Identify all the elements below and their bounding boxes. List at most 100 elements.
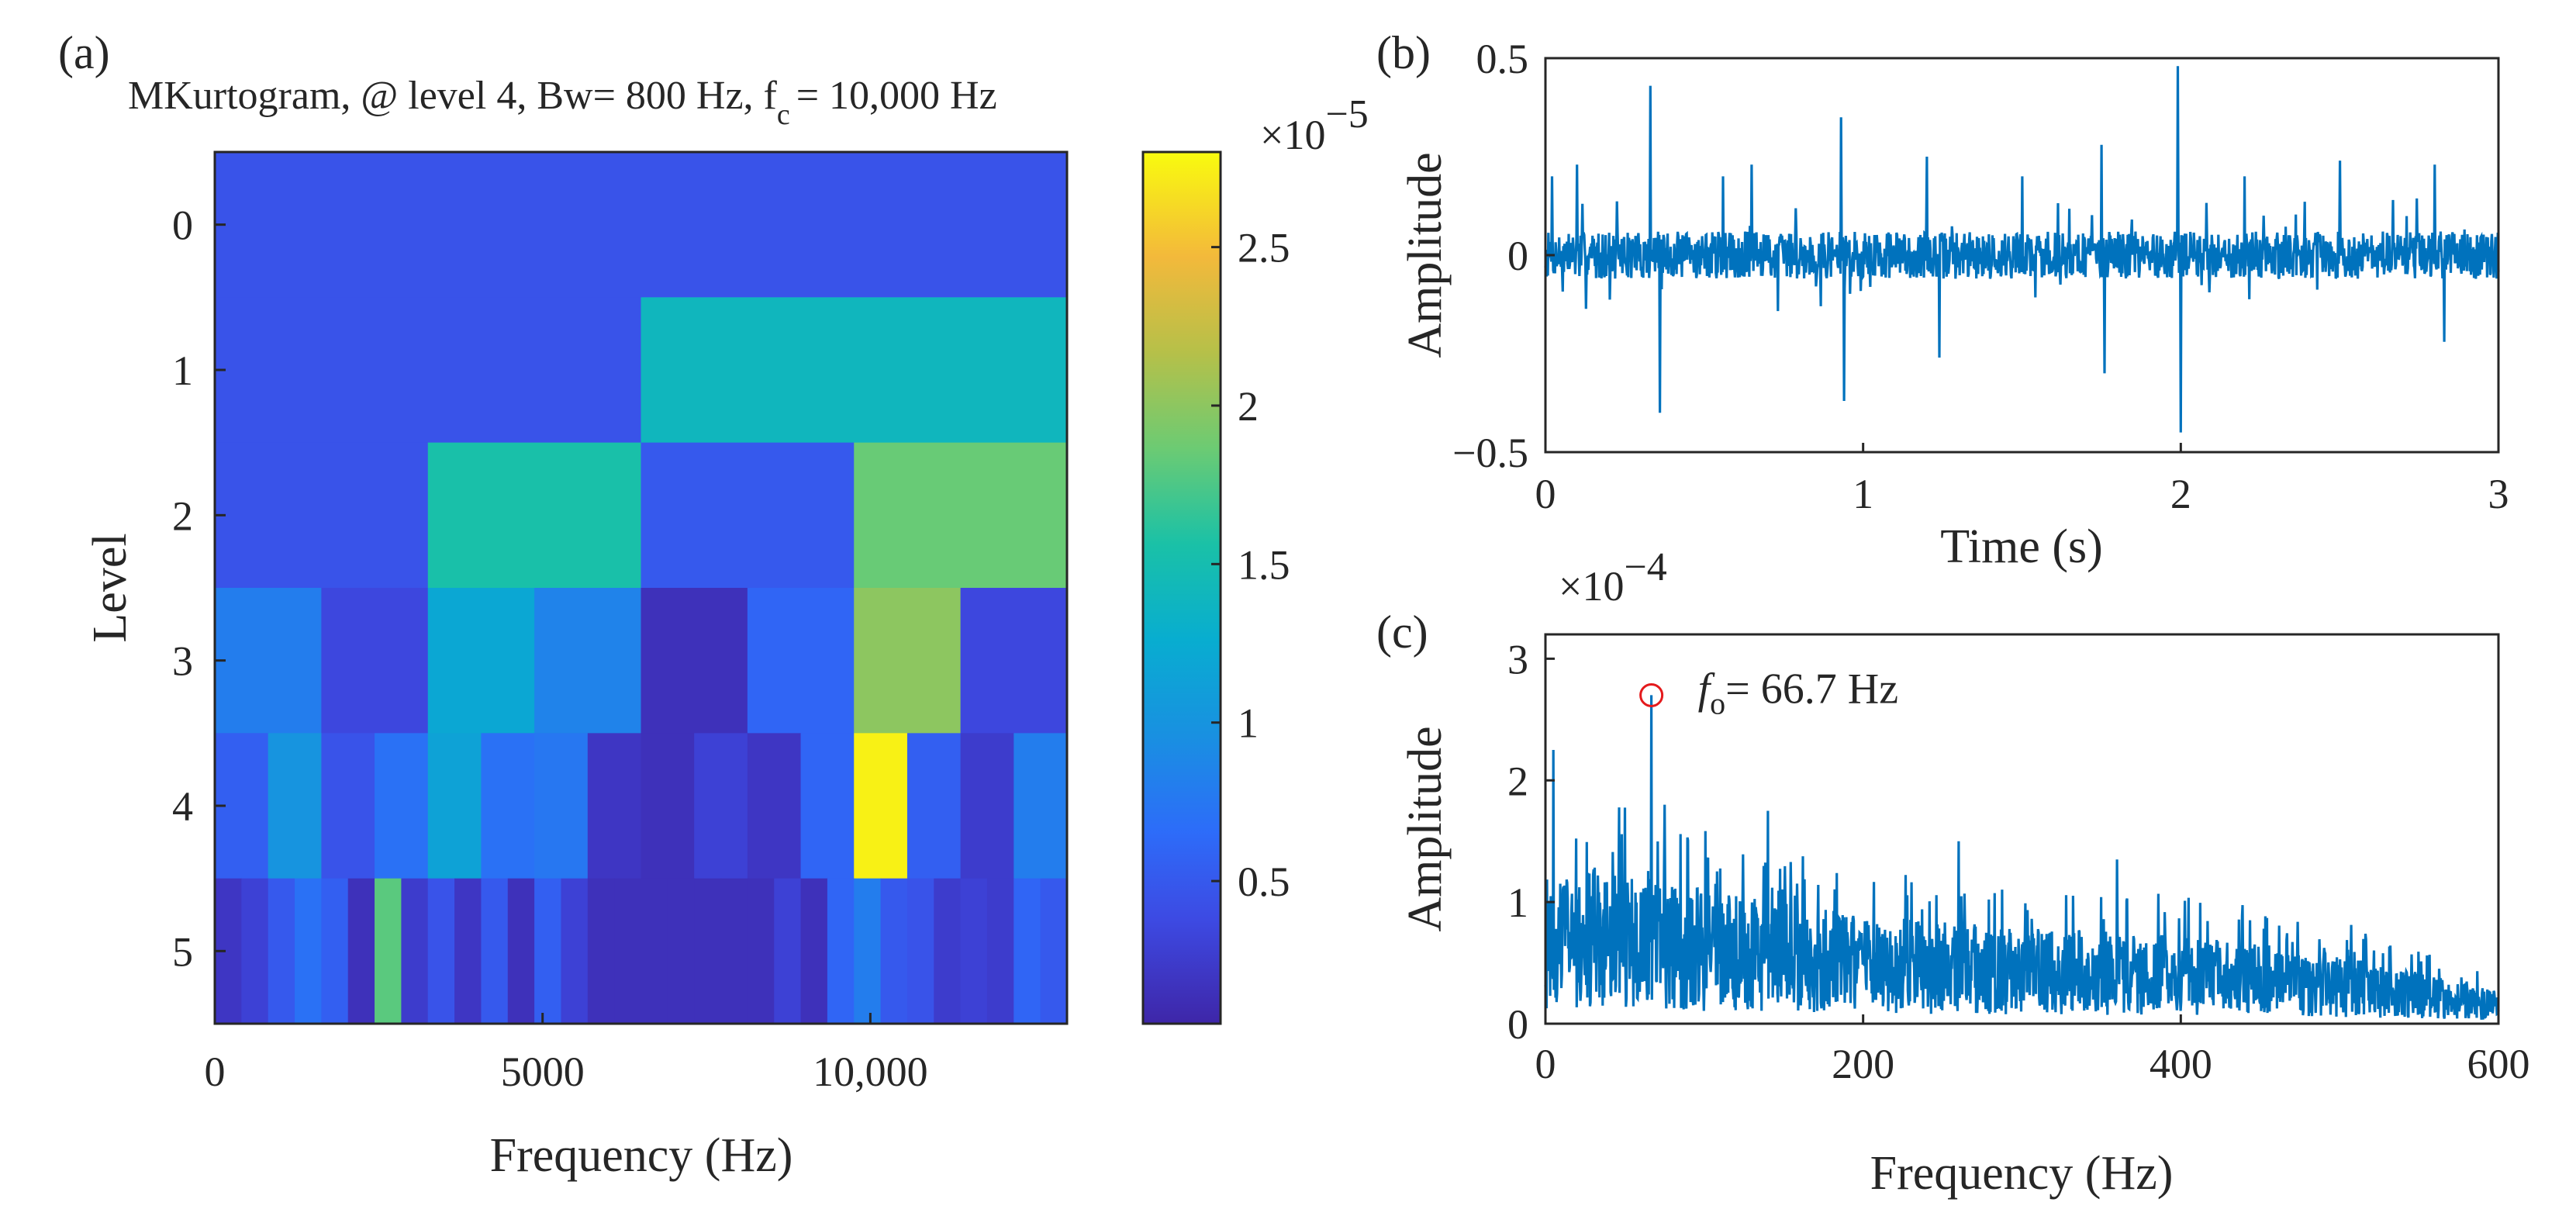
heatmap-cell: [641, 588, 748, 734]
heatmap-cell: [215, 442, 429, 589]
panel-a-title-main: MKurtogram, @ level 4, Bw= 800 Hz, f: [128, 74, 778, 118]
heatmap-cell: [827, 878, 855, 1024]
heatmap-cell: [747, 588, 855, 734]
heatmap-x-label: Frequency (Hz): [490, 1129, 793, 1182]
heatmap-cell: [1040, 878, 1068, 1024]
heatmap-cell: [854, 878, 882, 1024]
heatmap-cell: [401, 878, 429, 1024]
time-signal-y-label: Amplitude: [1399, 152, 1452, 358]
time-signal-x-label: Time (s): [1940, 520, 2103, 573]
heatmap-cell: [321, 878, 349, 1024]
colorbar-ticks: 0.5 1 1.5 2 2.5: [1211, 225, 1290, 905]
heatmap-cell: [507, 878, 535, 1024]
heatmap-cell: [641, 878, 668, 1024]
colorbar: [1141, 150, 1222, 1025]
heatmap-cell: [641, 733, 695, 879]
heatmap-cell: [747, 878, 775, 1024]
heatmap-cell: [534, 588, 642, 734]
panel-a-label: (a): [58, 27, 110, 78]
heatmap-cell: [854, 733, 908, 879]
panel-c-label: (c): [1376, 606, 1428, 658]
heatmap-cell: [454, 878, 482, 1024]
heatmap-cell: [268, 733, 323, 879]
heatmap-cell: [295, 878, 323, 1024]
panel-a: (a) MKurtogram, @ level 4, Bw= 800 Hz, f…: [58, 27, 1369, 1182]
heatmap-cell: [561, 878, 589, 1024]
heatmap-cell: [427, 588, 535, 734]
envelope-spectrum-y-label: Amplitude: [1399, 726, 1452, 931]
heatmap-cell: [427, 442, 642, 589]
heatmap-cell: [1013, 733, 1068, 879]
time-signal-ticks: 0 1 2 3−0.500.5: [1452, 36, 2509, 517]
heatmap-cell: [854, 588, 962, 734]
heatmap-cell: [667, 878, 695, 1024]
panel-a-title: MKurtogram, @ level 4, Bw= 800 Hz, fc = 1…: [128, 74, 997, 131]
heatmap-y-label: Level: [84, 533, 136, 642]
heatmap-cell: [960, 878, 988, 1024]
heatmap-cell: [774, 878, 802, 1024]
heatmap-cell: [215, 152, 1068, 299]
fault-frequency-annotation: fo= 66.7 Hz: [1698, 665, 1898, 720]
envelope-spectrum-y-tick-label: 0: [1507, 1001, 1528, 1048]
spectrum-exponent-power: −4: [1624, 545, 1666, 589]
envelope-spectrum-x-tick-label: 0: [1535, 1041, 1556, 1087]
time-signal-x-tick-label: 0: [1535, 471, 1556, 517]
time-signal-x-tick-label: 3: [2488, 471, 2509, 517]
envelope-spectrum-y-tick-label: 1: [1507, 879, 1528, 926]
heatmap-cell: [880, 878, 908, 1024]
colorbar-tick-label: 1.5: [1238, 541, 1290, 588]
colorbar-exponent-base: ×10: [1260, 112, 1325, 158]
heatmap-cell: [800, 733, 855, 879]
heatmap-cell: [215, 297, 642, 444]
heatmap-y-tick-label: 5: [172, 928, 193, 975]
heatmap-cell: [375, 878, 402, 1024]
colorbar-tick-label: 0.5: [1238, 859, 1290, 905]
time-signal-y-tick-label: 0.5: [1476, 36, 1529, 82]
panel-a-title-sub: c: [777, 98, 790, 131]
heatmap-cell: [481, 733, 535, 879]
time-signal-y-tick-label: −0.5: [1452, 430, 1528, 476]
colorbar-exponent-power: −5: [1325, 92, 1368, 136]
heatmap-cell: [800, 878, 828, 1024]
heatmap-x-tick-label: 5000: [501, 1049, 585, 1095]
envelope-spectrum-ticks: 0 200 400 600 0 1 2 3: [1507, 636, 2530, 1087]
spectrum-exponent-base: ×10: [1559, 563, 1624, 610]
envelope-spectrum-x-tick-label: 200: [1832, 1041, 1894, 1087]
heatmap-cell: [960, 733, 1015, 879]
annotation-text: = 66.7 Hz: [1725, 665, 1898, 713]
heatmap-cell: [587, 878, 615, 1024]
heatmap-y-tick-label: 2: [172, 492, 193, 539]
heatmap-cell: [720, 878, 748, 1024]
heatmap-cell: [960, 588, 1068, 734]
envelope-spectrum-x-tick-label: 600: [2467, 1041, 2530, 1087]
panel-b-label: (b): [1376, 27, 1431, 78]
envelope-spectrum-y-tick-label: 2: [1507, 758, 1528, 804]
envelope-spectrum-plot: [1544, 695, 2500, 1020]
spectrum-exponent: ×10−4: [1559, 545, 1667, 610]
heatmap-cell: [427, 878, 455, 1024]
time-signal-series: [1544, 66, 2500, 433]
panel-b: (b) 0 1 2 3−0.500.5 Time (s) Amplitude: [1376, 27, 2509, 573]
heatmap-cell: [375, 733, 429, 879]
heatmap-cell: [906, 878, 935, 1024]
heatmap-cell: [694, 878, 722, 1024]
heatmap-cell: [747, 733, 802, 879]
heatmap-cell: [1013, 878, 1041, 1024]
heatmap-y-tick-label: 4: [172, 783, 193, 830]
heatmap-cell: [906, 733, 962, 879]
time-signal-x-tick-label: 1: [1853, 471, 1873, 517]
heatmap-cell: [641, 297, 1068, 444]
heatmap-cell: [614, 878, 642, 1024]
heatmap-cell: [534, 733, 589, 879]
heatmap-cells: [215, 152, 1068, 1024]
time-signal-x-tick-label: 2: [2170, 471, 2191, 517]
colorbar-tick-label: 2: [1238, 383, 1259, 430]
heatmap-cell: [986, 878, 1015, 1024]
heatmap-cell: [347, 878, 375, 1024]
heatmap-cell: [587, 733, 642, 879]
heatmap-cell: [268, 878, 295, 1024]
heatmap-y-tick-label: 1: [172, 347, 193, 394]
heatmap-cell: [241, 878, 269, 1024]
